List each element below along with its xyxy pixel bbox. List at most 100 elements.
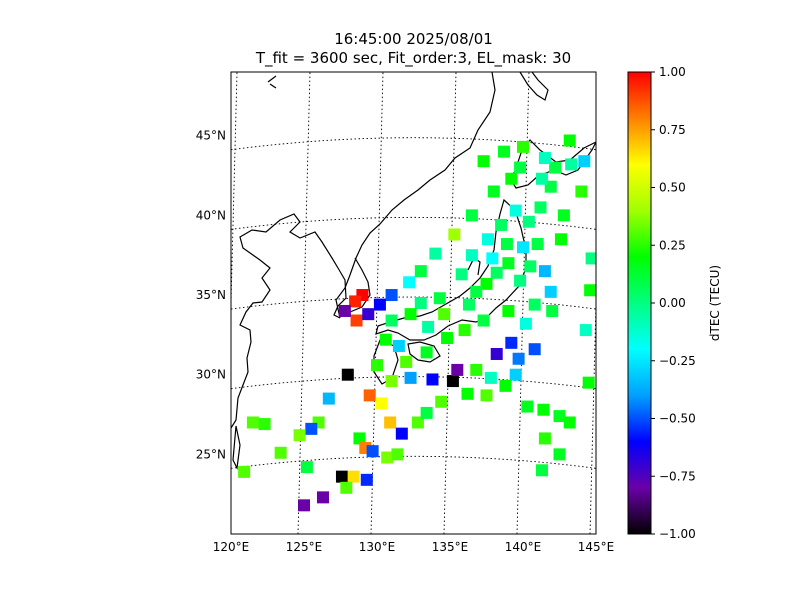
chart-title-line-1: 16:45:00 2025/08/01 [334,30,493,48]
dtec-point [480,389,493,402]
y-tick-label: 45°N [196,129,226,143]
dtec-point [553,448,566,461]
coastline-korea [335,129,479,319]
dtec-point [499,379,512,392]
dtec-point [435,395,448,408]
dtec-point [554,233,567,246]
dtec-point [349,295,362,308]
dtec-point [477,155,490,168]
dtec-point [340,481,353,494]
meridian-line [297,72,311,534]
x-tick-label: 120°E [213,540,250,554]
dtec-point [490,347,503,360]
dtec-point [557,209,570,222]
colorbar [627,71,652,535]
dtec-point [305,422,318,435]
coastline-honshu [375,198,527,341]
map-frame [230,71,597,535]
y-tick-label: 40°N [196,208,226,222]
coastline-russia [477,72,496,131]
dtec-point [514,161,527,174]
dtec-point [565,158,578,171]
colorbar-tick-label: 1.00 [659,65,686,79]
meridian-line [589,285,596,534]
dtec-point [509,204,522,217]
colorbar-tick-label: −1.00 [659,527,696,541]
dtec-point [392,340,405,353]
dtec-point [531,238,544,251]
dtec-point [535,464,548,477]
dtec-point [422,320,435,333]
dtec-point [546,304,559,317]
dtec-point [429,247,442,260]
dtec-point [404,371,417,384]
dtec-point [477,314,490,327]
dtec-point [563,416,576,429]
dtec-point [433,292,446,305]
dtec-point [538,432,551,445]
dtec-point [582,376,595,389]
x-tick-label: 135°E [432,540,469,554]
dtec-point [381,451,394,464]
dtec-point [395,427,408,440]
dtec-point [385,314,398,327]
dtec-point [414,297,427,309]
dtec-point [578,155,591,168]
dtec-point [411,416,424,429]
parallel-line [231,137,596,151]
dtec-point [258,418,271,431]
dtec-point [500,238,513,251]
coastline-shikoku [407,341,441,363]
dtec-point [502,257,515,270]
dtec-point [480,277,493,290]
colorbar-tick-label: 0.00 [659,296,686,310]
dtec-point [462,298,475,311]
colorbar-tick-label: 0.25 [659,238,686,252]
dtec-point [514,274,527,287]
colorbar-tick-label: −0.25 [659,354,696,368]
dtec-point [353,432,366,445]
dtec-point [486,252,499,265]
dtec-point [465,209,478,222]
dtec-point [335,470,348,483]
dtec-point [363,389,376,402]
dtec-point [502,304,515,317]
dtec-point [579,324,592,337]
dtec-point [528,298,541,311]
dtec-point [522,215,535,228]
dtec-point [404,308,417,321]
dtec-point [371,359,383,372]
dtec-point [385,375,398,388]
dtec-point [585,252,596,265]
y-tick-label: 35°N [196,288,226,302]
coastline-sakhalin [519,72,549,101]
parallel-line [231,216,596,230]
dtec-point [350,314,363,327]
dtec-point [385,289,398,302]
coastline-china [231,213,347,429]
colorbar-label: dTEC (TECU) [708,265,722,341]
dtec-point [293,429,306,442]
dtec-point [338,304,351,317]
dtec-point [544,285,557,298]
dtec-point [373,298,386,311]
dtec-point [519,317,532,330]
dtec-point [375,397,388,410]
graticule [231,72,596,534]
coastline-russia-2 [267,75,277,89]
dtec-point [575,185,588,198]
dtec-point [470,363,483,376]
dtec-point [470,285,483,298]
dtec-point [537,403,550,416]
dtec-point [448,228,461,241]
dtec-point [521,400,534,413]
dtec-point [517,241,529,254]
x-tick-label: 130°E [359,540,396,554]
dtec-point [322,392,335,405]
dtec-point [300,461,313,474]
colorbar-tick-label: −0.75 [659,469,696,483]
dtec-point [465,249,478,262]
dtec-point [535,172,548,185]
dtec-point [420,406,433,419]
